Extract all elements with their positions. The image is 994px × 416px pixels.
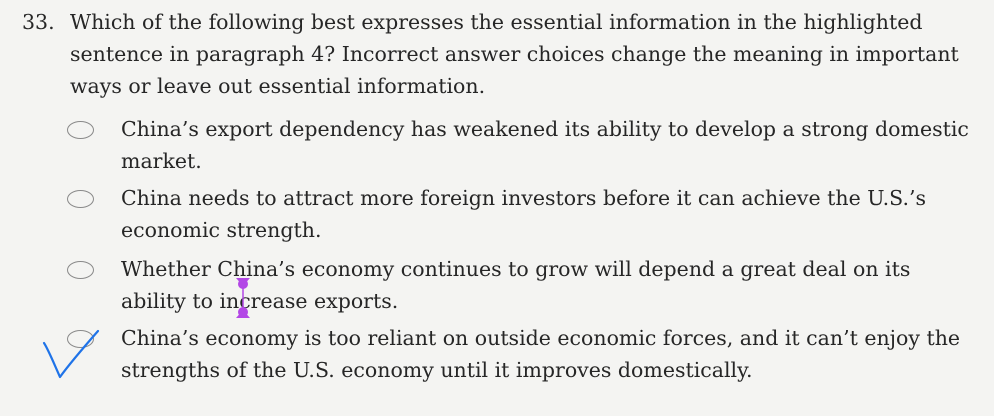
radio-button-b[interactable] <box>67 190 94 208</box>
answer-option-c-text: Whether China’s economy continues to gro… <box>121 257 911 313</box>
question-prompt: Which of the following best expresses th… <box>70 10 959 98</box>
radio-button-c[interactable] <box>67 261 94 279</box>
question-number: 33. <box>22 10 55 34</box>
radio-button-d[interactable] <box>67 330 94 348</box>
answer-option-a-text: China’s export dependency has weakened i… <box>121 117 969 173</box>
answer-option-d-text: China’s economy is too reliant on outsid… <box>121 326 961 382</box>
radio-button-a[interactable] <box>67 121 94 139</box>
answer-option-b-text: China needs to attract more foreign inve… <box>121 186 927 242</box>
